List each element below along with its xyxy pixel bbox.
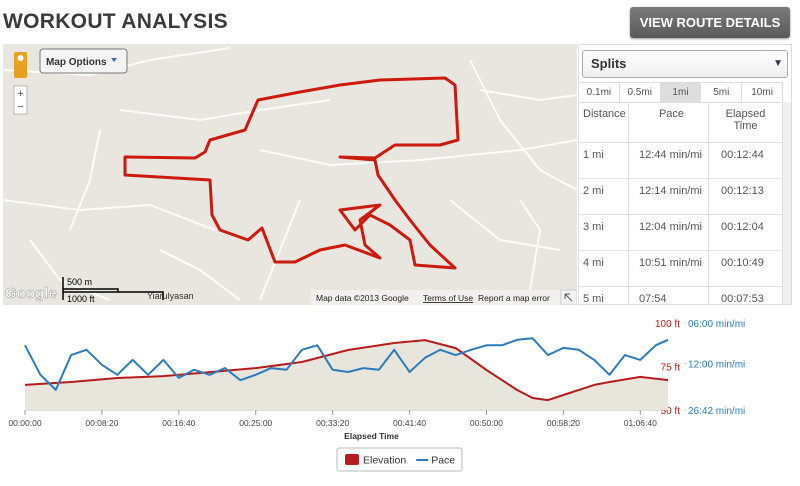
interval-tab[interactable]: 0.1mi [579,83,620,102]
split-cell: 00:07:53 [721,293,764,305]
attribution-bar [311,290,577,305]
route [123,76,460,270]
split-row: 5 mi 07:54 00:07:53 [579,287,782,305]
y2-tick-label: 26:42 min/mi [688,406,745,417]
x-tick-label: 01:06:40 [624,418,657,428]
place-label: Yiarulyasan [147,291,194,301]
column-header: Pace [629,102,709,142]
split-cell: 4 mi [579,251,629,286]
legend-label: Pace [431,455,455,467]
x-tick-label: 00:50:00 [470,418,503,428]
split-row: 2 mi 12:14 min/mi 00:12:13 [579,179,782,215]
split-cell: 5 mi [579,287,629,304]
google-logo: Google [5,285,57,302]
y-tick-label: 50 ft [661,406,681,417]
y-tick-label: 100 ft [655,319,680,330]
interval-tabs: 0.1mi 0.5mi 1mi 5mi 10mi [579,82,783,103]
column-header: Distance [579,102,629,142]
scrollbar[interactable] [782,102,791,304]
x-tick-label: 00:58:20 [547,418,580,428]
legend-label: Elevation [363,455,406,467]
legend-box [336,447,463,472]
column-header: Elapsed Time [725,108,766,132]
collapse-icon [564,293,573,302]
scale-imperial: 1000 ft [67,294,95,304]
map: Map Options + − Google 500 m 1000 ft Yia… [3,44,577,305]
splits-select-label: Splits [591,56,627,71]
scale-metric: 500 m [67,277,92,287]
view-route-button[interactable]: VIEW ROUTE DETAILS [630,7,790,38]
split-cell: 12:44 min/mi [629,143,709,178]
map-roads [3,47,577,301]
pegman[interactable] [14,52,27,78]
split-cell: 00:12:44 [721,149,764,161]
page-title: WORKOUT ANALYSIS [3,10,228,33]
interval-tab[interactable]: 1mi [660,83,702,102]
split-row: 4 mi 10:51 min/mi 00:10:49 [579,251,782,287]
interval-tab[interactable]: 10mi [742,83,783,102]
area-fill [25,340,668,410]
split-cell: 2 mi [579,179,629,214]
x-tick-label: 00:16:40 [162,418,195,428]
y2-tick-label: 06:00 min/mi [688,319,745,330]
split-cell: 1 mi [579,143,629,178]
splits-panel: Splits ▼ 0.1mi 0.5mi 1mi 5mi 10mi Distance Pac… [578,44,792,305]
pegman-head [17,55,24,61]
y2-tick-label: 12:00 min/mi [688,359,745,370]
x-tick-label: 00:08:20 [85,418,118,428]
interval-tab[interactable]: 5mi [701,83,743,102]
zoom-out[interactable]: − [17,101,23,113]
map-options-button[interactable] [39,48,128,74]
split-cell: 10:51 min/mi [629,251,709,286]
table-header: Distance Pace Elapsed Time [579,102,782,143]
dropdown-arrow [111,58,117,62]
split-row: 3 mi 12:04 min/mi 00:12:04 [579,215,782,251]
attribution: Map data ©2013 Google [316,293,409,303]
split-cell: 00:12:04 [721,221,764,233]
split-cell: 3 mi [579,215,629,250]
interval-tab[interactable]: 0.5mi [619,83,661,102]
split-cell: 00:10:49 [721,257,764,269]
x-tick-label: 00:41:40 [393,418,426,428]
report-link[interactable]: Report a map error [478,293,550,303]
x-tick-label: 00:33:20 [316,418,349,428]
x-axis-title: Elapsed Time [344,431,399,441]
line [24,337,669,391]
split-cell: 00:12:13 [721,185,764,197]
legend-swatch [345,454,359,465]
chart: 00:00:00 00:08:20 00:16:40 00:25:00 00:33:20… [8,319,745,472]
split-cell: 12:04 min/mi [629,215,709,250]
y-tick-label: 75 ft [661,363,681,374]
map-background [3,44,577,305]
splits-table: Distance Pace Elapsed Time 1 mi 12:44 min/mi… [579,102,782,305]
split-row: 1 mi 12:44 min/mi 00:12:44 [579,143,782,179]
split-cell: 12:14 min/mi [629,179,709,214]
x-tick-label: 00:25:00 [239,418,272,428]
map-options-label: Map Options [46,57,107,68]
splits-select[interactable]: Splits ▼ [582,50,788,78]
scale-bar [62,277,164,300]
zoom-control [13,85,28,115]
split-cell: 07:54 [629,287,709,304]
area-line [24,339,669,402]
select-arrow: ▼ [773,58,783,69]
x-tick-label: 00:00:00 [8,418,41,428]
terms-link[interactable]: Terms of Use [423,293,473,303]
zoom-in[interactable]: + [17,88,23,100]
